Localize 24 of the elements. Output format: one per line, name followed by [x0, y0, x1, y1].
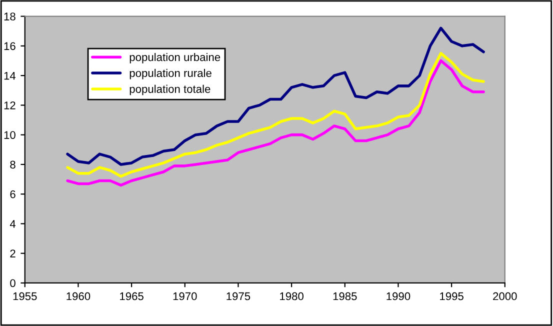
x-tick-label: 1975 [226, 292, 250, 300]
y-tick-label: 4 [10, 220, 16, 228]
y-tick-label: 14 [4, 72, 16, 80]
legend-label: population urbaine [130, 52, 220, 64]
legend-label: population totale [130, 84, 210, 96]
y-tick-label: 18 [4, 12, 16, 20]
x-tick-label: 1970 [173, 292, 197, 300]
x-tick-label: 2000 [493, 292, 517, 300]
y-tick-label: 6 [10, 190, 16, 198]
y-tick-label: 0 [10, 279, 16, 288]
line-series [66, 26, 485, 166]
y-tick-label: 8 [10, 160, 16, 169]
y-tick-label: 16 [4, 42, 16, 50]
legend-label: population rurale [130, 68, 212, 80]
x-tick-label: 1995 [440, 292, 464, 300]
x-tick-label: 1990 [386, 292, 410, 300]
x-tick-label: 1980 [280, 292, 304, 300]
y-tick-label: 10 [4, 131, 16, 139]
x-tick-label: 1965 [120, 292, 144, 300]
x-tick-label: 1960 [66, 292, 90, 300]
x-tick-label: 1955 [13, 292, 37, 300]
y-tick-label: 12 [4, 101, 16, 110]
y-tick-label: 2 [10, 250, 16, 258]
x-tick-label: 1985 [333, 292, 357, 300]
